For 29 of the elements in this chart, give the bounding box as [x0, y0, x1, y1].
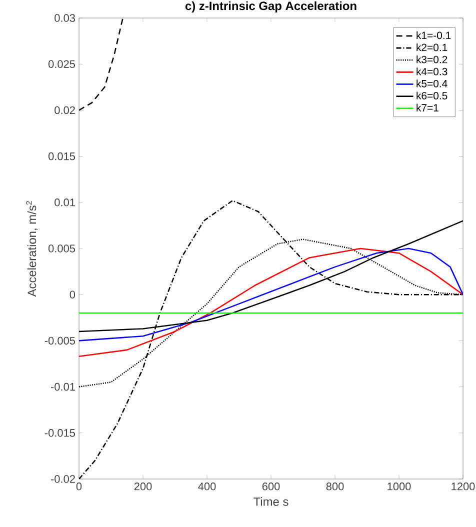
- legend-label: k6=0.5: [416, 92, 448, 100]
- line-series: [79, 18, 124, 111]
- legend-label: k5=0.4: [416, 80, 448, 88]
- y-tick-label: -0.005: [44, 336, 76, 345]
- y-tick-label: 0.01: [54, 198, 75, 206]
- x-tick-label: 600: [262, 482, 280, 490]
- y-tick-label: -0.01: [50, 382, 75, 391]
- legend-label: k2=0.1: [416, 43, 448, 52]
- x-axis-title: Time s: [254, 497, 288, 506]
- x-tick-label: 200: [134, 482, 152, 490]
- legend-label: k4=0.3: [416, 68, 448, 76]
- x-tick-label: 1000: [388, 482, 411, 490]
- x-tick-label: 1200: [452, 482, 475, 490]
- y-tick-label: 0.03: [54, 14, 75, 22]
- legend-label: k1=-0.1: [416, 31, 451, 40]
- legend-label: k3=0.2: [416, 56, 448, 64]
- x-tick-label: 0: [76, 482, 82, 490]
- chart-title: c) z-Intrinsic Gap Acceleration: [185, 1, 356, 12]
- x-tick-label: 400: [198, 482, 216, 490]
- y-tick-label: -0.02: [50, 475, 75, 483]
- x-tick-label: 800: [326, 482, 344, 490]
- y-tick-label: 0: [70, 290, 76, 298]
- y-tick-label: 0.02: [54, 106, 75, 114]
- y-axis-title: Acceleration, m/s$^{2}$: [26, 201, 38, 297]
- y-tick-label: 0.015: [48, 152, 76, 160]
- y-tick-label: 0.005: [48, 244, 76, 252]
- legend-label: k7=1: [416, 104, 438, 112]
- y-tick-label: -0.015: [44, 429, 76, 437]
- y-tick-label: 0.025: [48, 60, 76, 68]
